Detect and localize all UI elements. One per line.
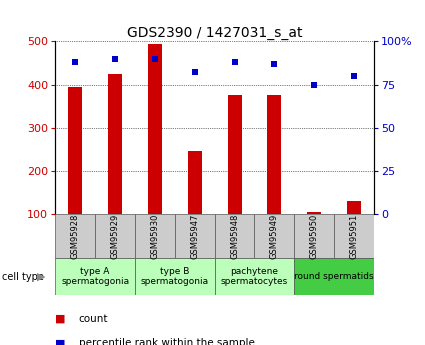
Bar xyxy=(347,201,361,257)
Text: GSM95951: GSM95951 xyxy=(350,214,359,259)
Text: round spermatids: round spermatids xyxy=(295,272,374,281)
Text: type A
spermatogonia: type A spermatogonia xyxy=(61,267,129,286)
Point xyxy=(231,59,238,65)
Bar xyxy=(135,214,175,258)
Bar xyxy=(227,95,241,257)
Bar xyxy=(68,87,82,257)
Point xyxy=(151,56,158,61)
Bar xyxy=(188,151,202,257)
Bar xyxy=(307,212,321,257)
Text: pachytene
spermatocytes: pachytene spermatocytes xyxy=(221,267,288,286)
Text: GSM95928: GSM95928 xyxy=(71,214,79,259)
Text: type B
spermatogonia: type B spermatogonia xyxy=(141,267,209,286)
Point xyxy=(72,59,79,65)
Text: GSM95949: GSM95949 xyxy=(270,214,279,259)
Text: cell type: cell type xyxy=(2,272,44,282)
Bar xyxy=(215,214,255,258)
Text: count: count xyxy=(79,314,108,324)
Text: GSM95948: GSM95948 xyxy=(230,214,239,259)
Bar xyxy=(108,74,122,257)
Point xyxy=(191,70,198,75)
Bar xyxy=(255,214,294,258)
Point xyxy=(311,82,317,87)
Bar xyxy=(55,214,95,258)
Text: GSM95950: GSM95950 xyxy=(310,214,319,259)
Bar xyxy=(55,258,135,295)
Bar xyxy=(148,43,162,257)
Bar xyxy=(175,214,215,258)
Bar xyxy=(95,214,135,258)
Text: ■: ■ xyxy=(55,338,66,345)
Bar xyxy=(135,258,215,295)
Text: GSM95929: GSM95929 xyxy=(110,214,119,259)
Bar xyxy=(294,214,334,258)
Bar xyxy=(334,214,374,258)
Point xyxy=(112,56,119,61)
Bar xyxy=(267,95,281,257)
Bar xyxy=(294,258,374,295)
Point xyxy=(271,61,278,67)
Text: GSM95947: GSM95947 xyxy=(190,214,199,259)
Bar xyxy=(215,258,294,295)
Title: GDS2390 / 1427031_s_at: GDS2390 / 1427031_s_at xyxy=(127,26,302,40)
Point xyxy=(351,73,357,79)
Text: GSM95930: GSM95930 xyxy=(150,214,159,259)
Text: ■: ■ xyxy=(55,314,66,324)
Text: percentile rank within the sample: percentile rank within the sample xyxy=(79,338,255,345)
Text: ▶: ▶ xyxy=(37,272,46,282)
